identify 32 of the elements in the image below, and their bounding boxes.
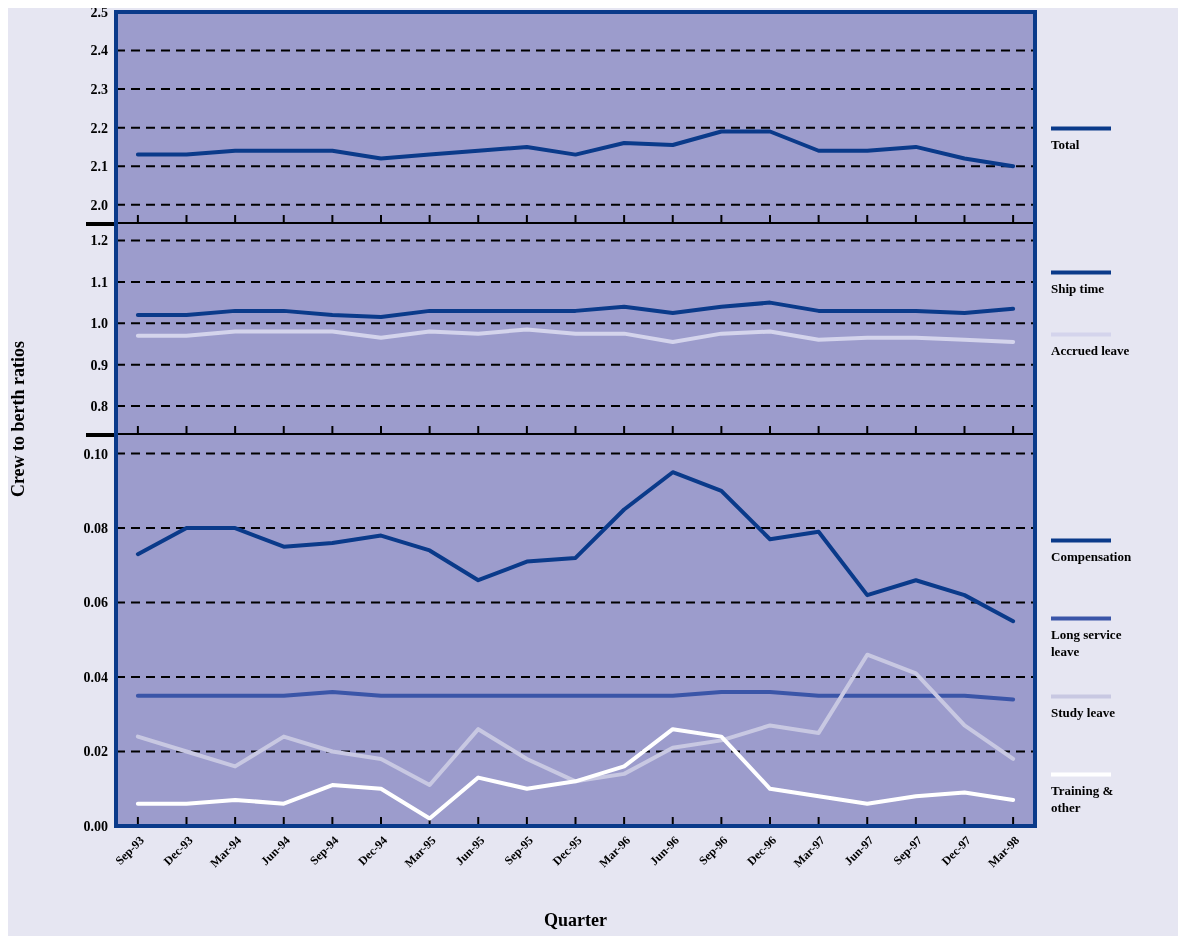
y-tick-label: 0.04 [83, 669, 108, 685]
line-series [135, 300, 1016, 320]
y-tick-label: 0.9 [90, 357, 108, 373]
legend-label: Training & other [1051, 782, 1114, 815]
y-tick-label: 0.02 [83, 744, 108, 760]
line-series [135, 470, 1016, 624]
y-tick-label: 1.0 [90, 316, 108, 332]
legend-label: Total [1051, 136, 1080, 152]
legend-label: Long service leave [1051, 626, 1122, 659]
y-tick-label: 2.1 [90, 159, 108, 175]
line-series [135, 652, 1016, 788]
y-tick-label: 0.00 [83, 818, 108, 834]
legend-label: Ship time [1051, 280, 1105, 296]
legend-label: Accrued leave [1051, 342, 1130, 358]
legend-label: Study leave [1051, 704, 1116, 720]
x-axis-title: Quarter [544, 910, 607, 930]
y-tick-label: 2.3 [90, 81, 108, 97]
legend-label: Compensation [1051, 548, 1132, 564]
line-series [135, 129, 1016, 169]
y-axis-title: Crew to berth ratios [8, 340, 28, 498]
y-tick-label: 0.10 [83, 446, 108, 462]
y-tick-label: 0.08 [83, 521, 108, 536]
y-tick-label: 2.0 [90, 197, 108, 213]
line-series [135, 327, 1016, 344]
y-tick-label: 2.4 [90, 43, 108, 59]
y-tick-label: 2.5 [90, 4, 108, 20]
y-tick-label: 2.2 [90, 120, 108, 136]
line-series [135, 727, 1016, 821]
y-tick-label: 1.1 [90, 274, 108, 290]
y-tick-label: 0.8 [90, 398, 108, 414]
y-tick-label: 1.2 [90, 233, 108, 249]
y-tick-label: 0.06 [83, 595, 108, 611]
